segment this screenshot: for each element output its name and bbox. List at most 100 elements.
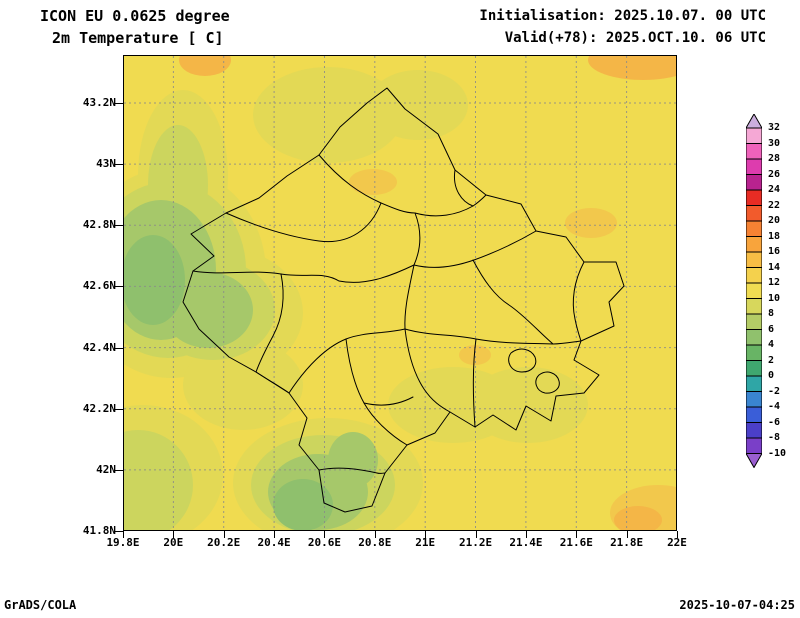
temperature-shading [123,55,677,531]
lon-tick-label: 21.6E [559,536,593,549]
colorbar-segment [746,360,762,377]
lon-tick-mark [223,531,225,538]
colorbar-tick-label: 4 [768,339,775,350]
lon-tick-mark [525,531,527,538]
lat-tick-label: 42.2N [82,401,116,415]
map-svg [123,55,677,531]
lat-tick-mark [115,164,123,166]
lon-tick-label: 20.2E [207,536,241,549]
colorbar-tick-label: -4 [768,401,781,412]
colorbar-segment [746,220,762,237]
colorbar-tick-label: 16 [768,246,781,257]
lon-tick-mark [374,531,376,538]
colorbar-tick-label: 2 [768,354,775,366]
map-plot [123,55,677,531]
colorbar-segment [746,189,762,206]
colorbar-tick-label: 20 [768,215,781,226]
colorbar-segment [746,205,762,222]
lat-tick-mark [115,347,123,349]
colorbar-legend: 32 30 28 26 24 22 20 18 16 14 12 10 8 6 4 2 0 -2 -4 -6 -8 -10 [746,114,800,474]
lat-tick-mark [115,408,123,410]
colorbar-segment [746,127,762,144]
enclave-border [508,348,537,373]
colorbar-tick-label: 12 [768,277,781,288]
valid-time: Valid(+78): 2025.OCT.10. 06 UTC [504,30,766,46]
colorbar-tick-label: 10 [768,292,781,304]
colorbar-tick-label: 8 [768,308,775,319]
colorbar-tick-label: 14 [768,261,781,273]
colorbar-segment [746,143,762,160]
lon-tick-label: 21.8E [610,536,644,549]
lon-tick-label: 20.6E [307,536,342,549]
lat-tick-label: 43N [96,157,116,171]
colorbar-tick-label: 24 [768,184,781,195]
lon-tick-label: 22E [667,536,687,549]
colorbar-segment [746,329,762,346]
colorbar-tick-label: 6 [768,323,775,335]
plot-frame [123,55,677,531]
lon-tick-label: 20.4E [257,536,291,549]
lat-tick-label: 43.2N [82,96,116,109]
init-time: Initialisation: 2025.10.07. 00 UTC [479,8,766,24]
colorbar-tick-label: 32 [768,122,781,133]
colorbar-segment [746,298,762,315]
lon-tick-mark [475,531,477,538]
colorbar-tick-label: -10 [768,447,787,459]
cool-region-west [123,125,275,360]
colorbar-segment [746,406,762,423]
lat-tick-mark [115,286,123,288]
colorbar-tick-label: 26 [768,168,781,180]
model-title: ICON EU 0.0625 degree [40,7,230,25]
lat-tick-label: 41.8N [82,524,116,537]
lat-tick-label: 42.8N [82,218,116,232]
colorbar-tick-label: -6 [768,416,781,428]
kosovo-borders [182,87,625,513]
lat-tick-label: 42.6N [82,279,116,293]
lon-tick-mark [677,531,678,538]
colorbar-segment [746,251,762,268]
lon-tick-mark [324,531,326,538]
lon-tick-label: 21.2E [458,536,493,549]
creation-timestamp: 2025-10-07-04:25 [679,598,795,612]
lon-tick-label: 20E [163,536,184,549]
lon-tick-label: 21E [415,536,436,549]
colorbar-arrow-bottom [746,453,762,468]
colorbar-segment [746,344,762,361]
lat-tick-label: 42N [96,462,116,476]
lon-tick-mark [173,531,175,538]
colorbar-segment [746,422,762,439]
colorbar-tick-label: 30 [768,137,781,149]
lon-tick-label: 20.8E [358,536,392,549]
colorbar-tick-label: -8 [768,432,781,443]
lat-tick-mark [115,103,123,104]
lon-tick-mark [274,531,276,538]
lon-tick-label: 19.8E [106,536,140,549]
colorbar-tick-label: 22 [768,199,781,211]
lat-tick-label: 42.4N [82,340,116,354]
colorbar-segment [746,313,762,330]
colorbar-tick-label: 28 [768,153,781,164]
colorbar-segment [746,282,762,299]
lat-tick-mark [115,531,123,532]
enclave-border [535,371,560,394]
colorbar-tick-label: 0 [768,370,775,381]
kosovo-outline [182,87,625,513]
colorbar-segment [746,437,762,454]
colorbar-tick-label: -2 [768,385,781,397]
lon-tick-mark [626,531,628,538]
colorbar-segment [746,375,762,392]
colorbar-segment [746,158,762,175]
lon-tick-mark [576,531,578,538]
colorbar-tick-label: 18 [768,230,781,242]
lon-tick-mark [123,531,124,538]
lat-tick-mark [115,469,123,471]
lon-tick-label: 21.4E [509,536,543,549]
lon-tick-mark [425,531,427,538]
colorbar-segment [746,174,762,191]
grads-credit: GrADS/COLA [4,598,77,612]
cool-region-south [123,430,395,531]
field-title: 2m Temperature [ C] [52,29,224,47]
colorbar-arrow-top [746,114,762,129]
colorbar-svg [746,114,762,468]
